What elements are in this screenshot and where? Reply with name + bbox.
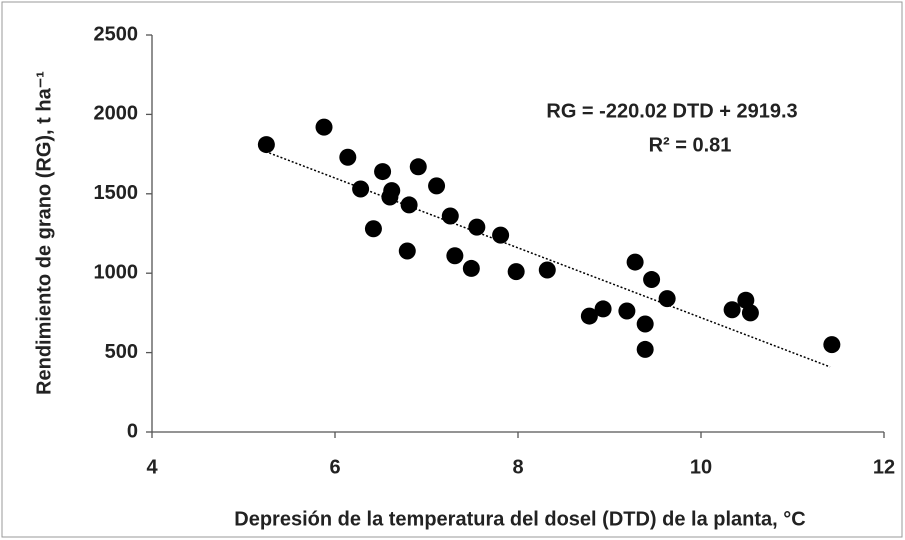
- y-tick-label: 1500: [94, 182, 139, 204]
- point: [636, 340, 654, 358]
- y-tick-label: 0: [127, 420, 138, 442]
- point: [492, 226, 510, 244]
- point: [507, 263, 525, 281]
- point: [381, 188, 399, 206]
- point: [468, 218, 486, 236]
- y-tick-label: 1000: [94, 261, 139, 283]
- point: [538, 261, 556, 279]
- y-axis-label: Rendimiento de grano (RG), t ha⁻¹: [33, 71, 55, 395]
- r-squared: R² = 0.81: [649, 134, 732, 156]
- point: [398, 242, 416, 260]
- x-tick-label: 10: [690, 456, 712, 478]
- point: [352, 180, 370, 198]
- point: [364, 220, 382, 238]
- point: [723, 301, 741, 319]
- point: [626, 253, 644, 271]
- y-tick-label: 500: [105, 341, 138, 363]
- point: [580, 307, 598, 325]
- x-tick-label: 6: [329, 456, 340, 478]
- point: [636, 315, 654, 333]
- point: [441, 207, 459, 225]
- point: [594, 300, 612, 318]
- y-tick-label: 2000: [94, 103, 139, 125]
- y-tick-label: 2500: [94, 23, 139, 45]
- point: [643, 271, 661, 289]
- point: [374, 163, 392, 181]
- x-axis-label: Depresión de la temperatura del dosel (D…: [234, 508, 805, 530]
- point: [428, 177, 446, 195]
- point: [823, 336, 841, 354]
- point: [409, 158, 427, 176]
- point: [339, 148, 357, 166]
- point: [462, 259, 480, 277]
- point: [315, 118, 333, 136]
- point: [400, 196, 418, 214]
- point: [741, 304, 759, 322]
- x-tick-label: 12: [873, 456, 895, 478]
- x-tick-label: 8: [512, 456, 523, 478]
- equation: RG = -220.02 DTD + 2919.3: [546, 100, 797, 122]
- point: [446, 247, 464, 265]
- x-tick-label: 4: [146, 456, 158, 478]
- point: [618, 302, 636, 320]
- point: [257, 136, 275, 154]
- point: [658, 290, 676, 308]
